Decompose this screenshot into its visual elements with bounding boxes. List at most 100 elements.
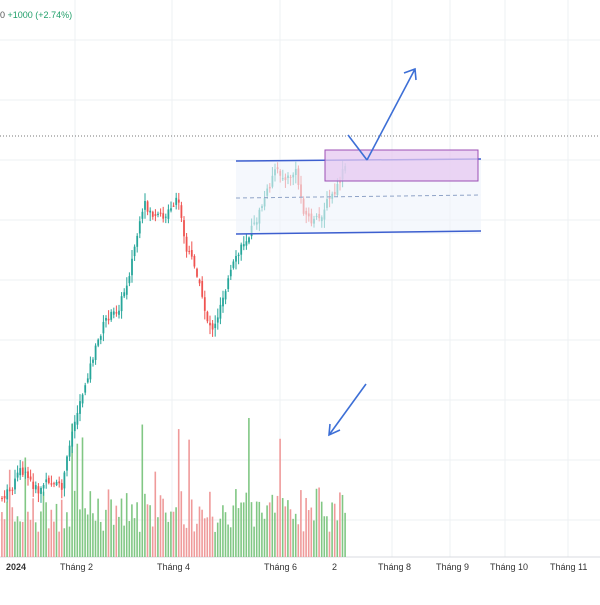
candle-body — [232, 261, 235, 268]
volume-bar — [185, 527, 188, 557]
candle-body — [180, 205, 183, 218]
candle-body — [240, 244, 243, 255]
volume-bar — [167, 521, 170, 557]
volume-bar — [250, 502, 253, 557]
volume-bar — [209, 491, 211, 557]
volume-bar — [125, 493, 128, 557]
channel-bottom-line — [235, 230, 482, 235]
volume-bar — [154, 471, 157, 557]
volume-bar — [261, 512, 263, 557]
candle-body — [11, 489, 14, 491]
volume-bar — [1, 512, 3, 557]
candle-body — [14, 478, 16, 490]
volume-bar — [177, 429, 180, 557]
volume-bar — [320, 501, 323, 557]
x-tick-label: 2024 — [6, 562, 26, 572]
volume-bar — [146, 504, 149, 557]
candle-body — [110, 311, 113, 320]
grid — [0, 0, 600, 558]
candle-body — [3, 495, 6, 499]
volume-bars — [1, 417, 346, 557]
volume-bar — [27, 511, 29, 557]
volume-bar — [341, 494, 344, 557]
candle-body — [55, 482, 58, 486]
candle-body — [157, 213, 159, 216]
candle-body — [19, 468, 22, 476]
candle-body — [79, 401, 81, 414]
volume-bar — [242, 502, 245, 557]
volume-bar — [144, 493, 146, 557]
volume-bar — [310, 507, 313, 557]
volume-bar — [227, 524, 229, 557]
volume-bar — [188, 439, 190, 557]
candle-body — [227, 278, 230, 290]
candle-body — [177, 199, 180, 203]
volume-bar — [276, 495, 279, 557]
volume-bar — [235, 489, 237, 557]
candle-body — [120, 296, 123, 312]
volume-bar — [50, 509, 53, 557]
volume-bar — [136, 502, 138, 557]
candle-body — [206, 311, 209, 322]
x-tick-label: Tháng 10 — [490, 562, 528, 572]
candle-body — [115, 312, 118, 314]
candle-body — [112, 311, 115, 315]
volume-bar — [58, 531, 60, 557]
candle-body — [107, 318, 110, 321]
arrow-up — [347, 67, 417, 161]
candle-body — [235, 255, 237, 262]
volume-bar — [271, 494, 274, 557]
volume-bar — [55, 503, 58, 557]
volume-bar — [323, 516, 326, 557]
x-tick-label: Tháng 9 — [436, 562, 469, 572]
candle-body — [154, 214, 157, 216]
volume-bar — [180, 491, 183, 557]
x-tick-label: 2 — [332, 562, 337, 572]
candle-body — [190, 250, 193, 257]
candle-body — [219, 304, 222, 319]
volume-bar — [3, 519, 6, 557]
candle-body — [167, 209, 170, 219]
volume-bar — [198, 506, 201, 557]
volume-bar — [94, 520, 97, 557]
volume-bar — [115, 505, 118, 557]
candle-body — [34, 485, 37, 490]
candle-body — [229, 269, 232, 277]
volume-bar — [326, 516, 328, 557]
candle-body — [50, 483, 53, 485]
volume-bar — [289, 509, 292, 557]
x-tick-label: Tháng 2 — [60, 562, 93, 572]
volume-bar — [297, 524, 300, 557]
volume-bar — [201, 509, 203, 557]
candle-body — [144, 201, 146, 210]
volume-bar — [79, 509, 81, 557]
volume-bar — [63, 528, 66, 557]
volume-bar — [157, 517, 159, 557]
candle-body — [164, 216, 167, 218]
candle-body — [89, 363, 92, 380]
candle-body — [105, 317, 107, 321]
candle-body — [237, 254, 240, 256]
volume-bar — [128, 521, 131, 557]
candle-body — [68, 445, 71, 457]
volume-bar — [118, 516, 120, 557]
volume-bar — [328, 531, 331, 557]
candle-body — [66, 456, 68, 471]
volume-bar — [258, 501, 261, 557]
volume-bar — [229, 527, 232, 557]
candle-body — [73, 421, 76, 432]
volume-bar — [105, 509, 107, 557]
volume-bar — [149, 505, 151, 557]
candle-body — [138, 221, 141, 234]
volume-bar — [237, 508, 240, 557]
volume-bar — [97, 498, 99, 557]
x-tick-label: Tháng 8 — [378, 562, 411, 572]
volume-bar — [216, 522, 219, 557]
candle-body — [8, 489, 11, 491]
volume-bar — [138, 531, 141, 557]
x-tick-label: Tháng 6 — [264, 562, 297, 572]
volume-bar — [315, 488, 318, 557]
volume-bar — [313, 520, 315, 557]
